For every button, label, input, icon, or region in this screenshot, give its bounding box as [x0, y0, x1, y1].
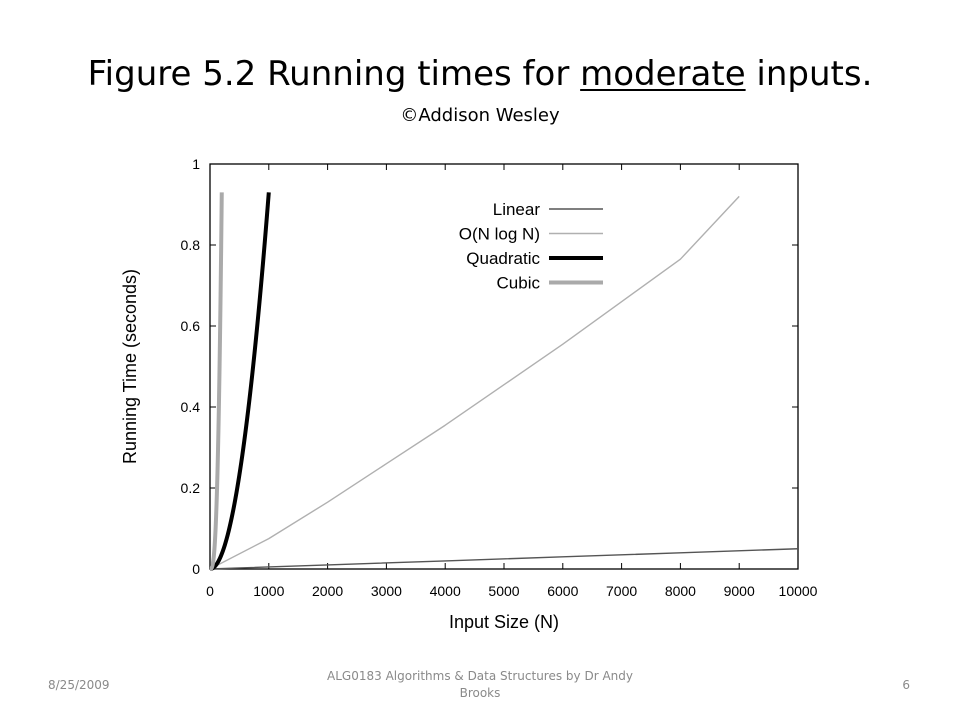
series-line	[209, 548, 799, 570]
series-line	[209, 195, 740, 570]
x-tick-label: 0	[206, 583, 214, 599]
y-tick-label: 0.4	[181, 399, 201, 415]
x-tick-label: 6000	[547, 583, 578, 599]
x-tick-label: 9000	[724, 583, 755, 599]
y-tick-label: 0	[192, 561, 200, 577]
y-tick-label: 0.6	[181, 318, 201, 334]
x-tick-label: 7000	[606, 583, 637, 599]
x-tick-label: 1000	[253, 583, 284, 599]
legend-label: O(N log N)	[459, 225, 540, 244]
x-axis-label: Input Size (N)	[449, 612, 559, 632]
slide-title: Figure 5.2 Running times for moderate in…	[0, 52, 960, 96]
x-tick-label: 3000	[371, 583, 402, 599]
series-line	[208, 192, 271, 571]
x-tick-label: 8000	[665, 583, 696, 599]
x-tick-label: 2000	[312, 583, 343, 599]
y-tick-label: 1	[192, 156, 200, 172]
slide-title-part1: Figure 5.2 Running times for	[87, 54, 581, 94]
y-tick-label: 0.8	[181, 237, 201, 253]
x-tick-label: 10000	[779, 583, 818, 599]
legend-label: Linear	[493, 200, 541, 219]
y-tick-label: 0.2	[181, 480, 201, 496]
legend-label: Cubic	[497, 274, 541, 293]
series-line	[208, 192, 224, 571]
footer-page-number: 6	[902, 678, 910, 692]
footer-course: ALG0183 Algorithms & Data Structures by …	[327, 669, 633, 700]
slide-title-underlined: moderate	[580, 54, 746, 94]
x-tick-label: 5000	[488, 583, 519, 599]
slide-title-part2: inputs.	[745, 54, 873, 94]
x-tick-label: 4000	[430, 583, 461, 599]
slide-subtitle: ©Addison Wesley	[400, 105, 560, 126]
footer-date: 8/25/2009	[48, 678, 110, 692]
y-axis-label: Running Time (seconds)	[120, 269, 140, 464]
legend-label: Quadratic	[466, 249, 540, 268]
